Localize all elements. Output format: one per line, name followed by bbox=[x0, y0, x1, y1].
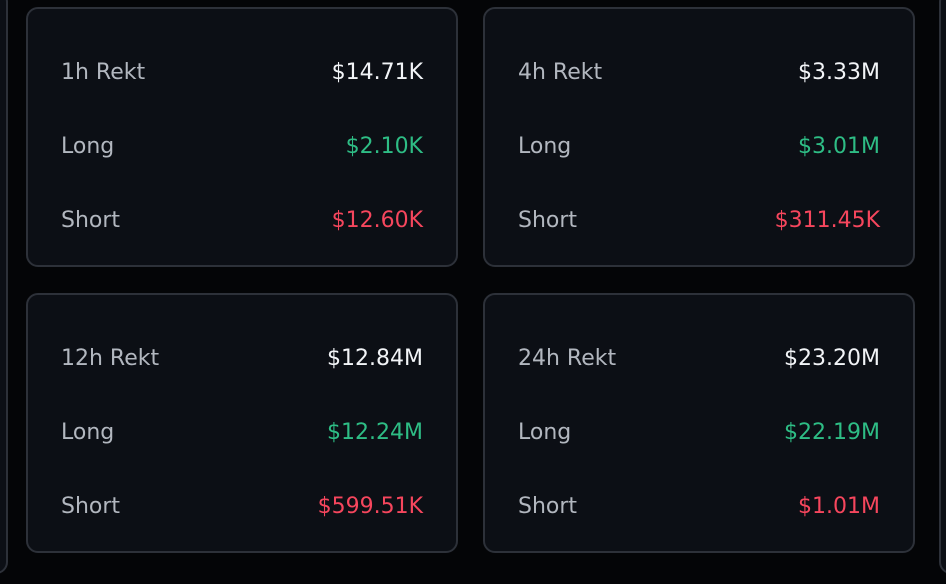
row-value: $2.10K bbox=[345, 133, 423, 159]
row-label: Long bbox=[518, 133, 572, 159]
long-row: Long $2.10K bbox=[61, 131, 423, 161]
row-value: $3.33M bbox=[798, 59, 880, 85]
short-row: Short $599.51K bbox=[61, 491, 423, 521]
row-value: $12.24M bbox=[327, 419, 423, 445]
row-value: $12.84M bbox=[327, 345, 423, 371]
row-label: 4h Rekt bbox=[518, 59, 603, 85]
row-label: Short bbox=[518, 207, 578, 233]
short-row: Short $1.01M bbox=[518, 491, 880, 521]
row-label: Short bbox=[61, 207, 121, 233]
row-label: 1h Rekt bbox=[61, 59, 146, 85]
row-label: Short bbox=[61, 493, 121, 519]
long-row: Long $22.19M bbox=[518, 417, 880, 447]
row-value: $12.60K bbox=[331, 207, 423, 233]
rekt-card: 24h Rekt $23.20M Long $22.19M Short $1.01M bbox=[483, 293, 915, 553]
total-row: 12h Rekt $12.84M bbox=[61, 343, 423, 373]
row-label: Long bbox=[61, 133, 115, 159]
rekt-card: 12h Rekt $12.84M Long $12.24M Short $599.51K bbox=[26, 293, 458, 553]
row-label: 12h Rekt bbox=[61, 345, 160, 371]
partial-card-right bbox=[939, 0, 946, 574]
row-value: $3.01M bbox=[798, 133, 880, 159]
row-value: $22.19M bbox=[784, 419, 880, 445]
row-value: $599.51K bbox=[317, 493, 423, 519]
row-label: Long bbox=[518, 419, 572, 445]
rekt-card: 1h Rekt $14.71K Long $2.10K Short $12.60K bbox=[26, 7, 458, 267]
row-label: Long bbox=[61, 419, 115, 445]
long-row: Long $12.24M bbox=[61, 417, 423, 447]
row-value: $14.71K bbox=[331, 59, 423, 85]
short-row: Short $311.45K bbox=[518, 205, 880, 235]
row-value: $1.01M bbox=[798, 493, 880, 519]
row-value: $23.20M bbox=[784, 345, 880, 371]
partial-card-left bbox=[0, 0, 8, 574]
row-label: 24h Rekt bbox=[518, 345, 617, 371]
total-row: 4h Rekt $3.33M bbox=[518, 57, 880, 87]
short-row: Short $12.60K bbox=[61, 205, 423, 235]
long-row: Long $3.01M bbox=[518, 131, 880, 161]
total-row: 1h Rekt $14.71K bbox=[61, 57, 423, 87]
row-label: Short bbox=[518, 493, 578, 519]
rekt-card: 4h Rekt $3.33M Long $3.01M Short $311.45K bbox=[483, 7, 915, 267]
row-value: $311.45K bbox=[774, 207, 880, 233]
total-row: 24h Rekt $23.20M bbox=[518, 343, 880, 373]
